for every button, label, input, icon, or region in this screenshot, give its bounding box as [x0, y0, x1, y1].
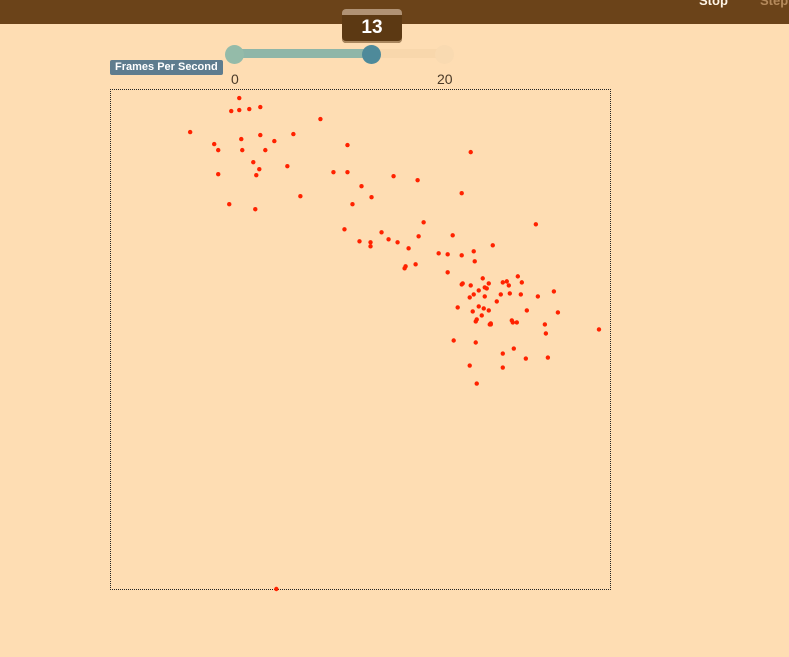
fps-slider-label: Frames Per Second: [110, 60, 223, 75]
fps-slider-handle[interactable]: [361, 45, 381, 64]
stop-button[interactable]: Stop: [699, 0, 728, 8]
fps-slider-fill: [234, 49, 372, 58]
fps-slider-min-label: 0: [231, 71, 239, 87]
fps-value-tooltip-cap: [342, 9, 402, 15]
fps-slider-max-label: 20: [437, 71, 453, 87]
step-button[interactable]: Step: [760, 0, 789, 8]
fps-slider-max-stop: [435, 45, 454, 64]
fps-value-text: 13: [361, 17, 383, 38]
scatter-plot-area: [110, 89, 611, 590]
fps-slider-min-stop: [225, 45, 244, 64]
